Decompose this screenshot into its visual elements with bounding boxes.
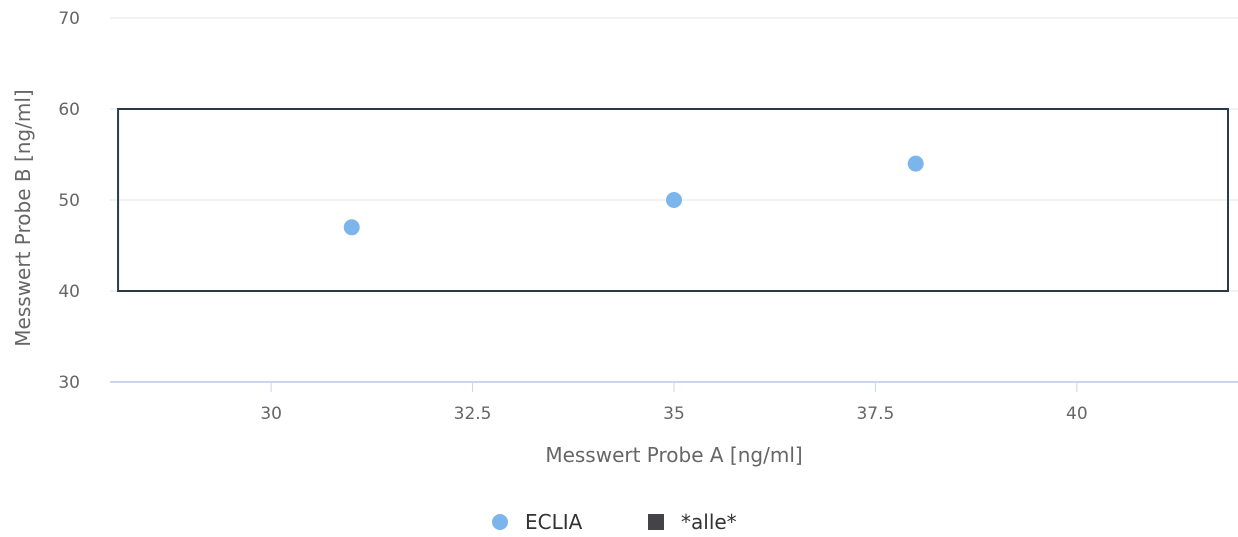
- y-tick-label: 60: [58, 100, 80, 120]
- legend-marker-square: [648, 514, 664, 530]
- x-tick-label: 32.5: [454, 404, 492, 424]
- scatter-point: [907, 155, 924, 172]
- y-axis-title: Messwert Probe B [ng/ml]: [11, 89, 35, 346]
- scatter-point: [666, 192, 682, 208]
- legend-label: ECLIA: [525, 510, 583, 533]
- legend-label: *alle*: [681, 510, 737, 533]
- x-tick-label: 35: [663, 404, 685, 424]
- x-axis-title: Messwert Probe A [ng/ml]: [545, 443, 802, 467]
- y-tick-label: 40: [58, 282, 80, 302]
- scatter-point: [343, 219, 360, 236]
- range-rectangle: [117, 108, 1230, 292]
- legend-marker-circle: [492, 514, 508, 530]
- y-tick-label: 30: [58, 373, 80, 393]
- x-tick-label: 30: [260, 404, 282, 424]
- x-tick-label: 37.5: [856, 404, 894, 424]
- x-tick-label: 40: [1066, 404, 1088, 424]
- y-tick-label: 70: [58, 9, 80, 29]
- y-tick-label: 50: [58, 191, 80, 211]
